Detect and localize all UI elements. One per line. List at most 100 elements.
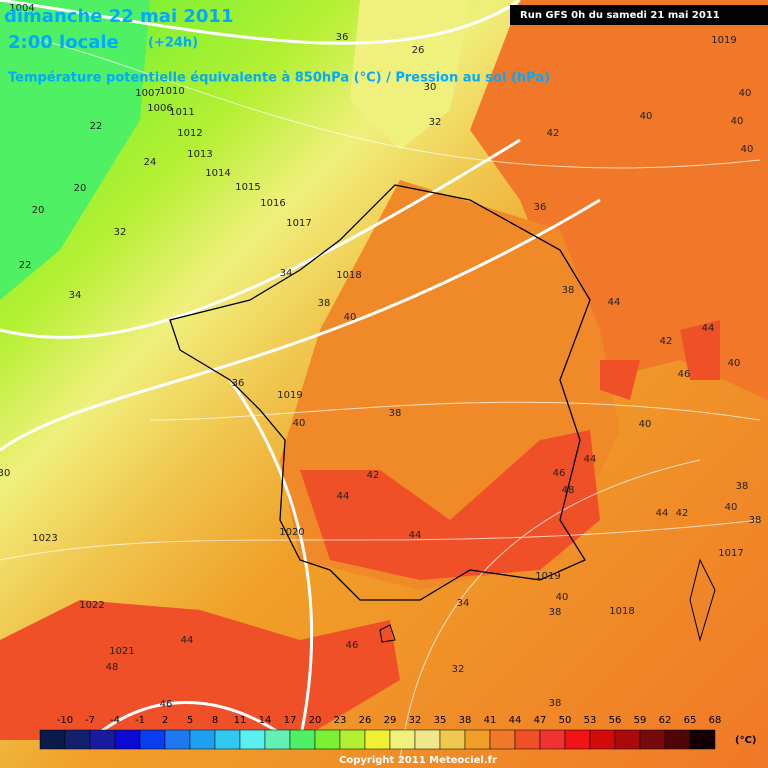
temperature-label: 48 [562,485,575,496]
legend-tick: 41 [484,715,497,726]
temperature-label: 40 [640,111,653,122]
pressure-label: 1020 [279,527,304,538]
temperature-label: 38 [562,285,575,296]
legend-swatch [439,729,466,750]
temperature-label: 30 [424,82,437,93]
legend-tick: 62 [659,715,672,726]
legend-swatch [414,729,441,750]
pressure-label: 1006 [147,103,172,114]
legend-swatch [689,729,716,750]
temperature-label: 22 [19,260,32,271]
temperature-label: 38 [749,515,762,526]
pressure-label: 1021 [109,646,134,657]
temperature-label: 40 [731,116,744,127]
temperature-label: 40 [344,312,357,323]
temperature-label: 32 [452,664,465,675]
temperature-label: 36 [336,32,349,43]
pressure-label: 1019 [711,35,736,46]
legend-swatch [64,729,91,750]
run-box [510,5,768,25]
local-time: 2:00 locale [8,32,119,53]
temperature-label: 48 [106,662,119,673]
temperature-label: 44 [608,297,621,308]
pressure-label: 1017 [286,218,311,229]
pressure-label: 1018 [336,270,361,281]
legend-tick: -4 [110,715,120,726]
temperature-label: 46 [553,468,566,479]
temperature-label: 32 [429,117,442,128]
legend-swatch [614,729,641,750]
hot-area [600,320,720,400]
temperature-label: 22 [90,121,103,132]
legend-swatch [264,729,291,750]
temperature-label: 44 [337,491,350,502]
temperature-label: 40 [728,358,741,369]
pressure-label: 1014 [205,168,230,179]
temperature-label: 40 [725,502,738,513]
legend-swatch [489,729,516,750]
pressure-label: 1015 [235,182,260,193]
hot-area [300,430,600,580]
isobar [0,0,601,742]
legend-tick: 47 [534,715,547,726]
temperature-label: 40 [639,419,652,430]
legend-tick: 8 [212,715,218,726]
temperature-label: 38 [736,481,749,492]
pressure-label: 1016 [260,198,285,209]
run: Run GFS 0h du samedi 21 mai 2011 [520,10,720,21]
pressure-label: 1013 [187,149,212,160]
temperature-label: 42 [367,470,380,481]
legend-tick: 59 [634,715,647,726]
legend-tick: 14 [259,715,272,726]
legend-tick: 23 [334,715,347,726]
temperature-label: 40 [293,418,306,429]
legend-tick: 56 [609,715,622,726]
legend-swatch [464,729,491,750]
temperature-label: 24 [144,157,157,168]
legend-swatch [339,729,366,750]
legend-tick: 20 [309,715,322,726]
temperature-label: 46 [346,640,359,651]
hot-area [0,600,400,740]
pressure-label: 1023 [32,533,57,544]
temperature-label: 44 [584,454,597,465]
legend-tick: 44 [509,715,522,726]
cool-area [0,0,150,300]
temperature-label: 36 [232,378,245,389]
temperature-label: 20 [74,183,87,194]
legend-swatch [39,729,66,750]
legend-swatch [589,729,616,750]
legend-swatch [114,729,141,750]
temperature-label: 36 [534,202,547,213]
temperature-label: 42 [660,336,673,347]
pressure-label: 1018 [609,606,634,617]
temperature-label: 42 [547,128,560,139]
copyright: Copyright 2011 Meteociel.fr [339,755,497,766]
coastline [379,558,716,643]
legend-tick: 2 [162,715,168,726]
legend-swatch [564,729,591,750]
temperature-label: 44 [181,635,194,646]
temperature-label: 34 [280,268,293,279]
legend-swatch [164,729,191,750]
legend-tick: -7 [85,715,95,726]
pressure-label: 1004 [9,3,34,14]
legend-tick: 29 [384,715,397,726]
temperature-label: 46 [160,699,173,710]
legend-swatch [514,729,541,750]
legend-swatch [289,729,316,750]
pressure-label: 1017 [718,548,743,559]
temperature-label: 30 [0,468,10,479]
pressure-label: 1010 [159,86,184,97]
temperature-label: 40 [739,88,752,99]
pressure-label: 1012 [177,128,202,139]
legend-tick: 53 [584,715,597,726]
legend-tick: 11 [234,715,247,726]
legend-swatch [314,729,341,750]
parameter: Température potentielle équivalente à 85… [8,71,550,86]
legend-tick: 32 [409,715,422,726]
legend-tick: 17 [284,715,297,726]
temperature-label: 40 [741,144,754,155]
lead-time: (+24h) [148,36,198,51]
